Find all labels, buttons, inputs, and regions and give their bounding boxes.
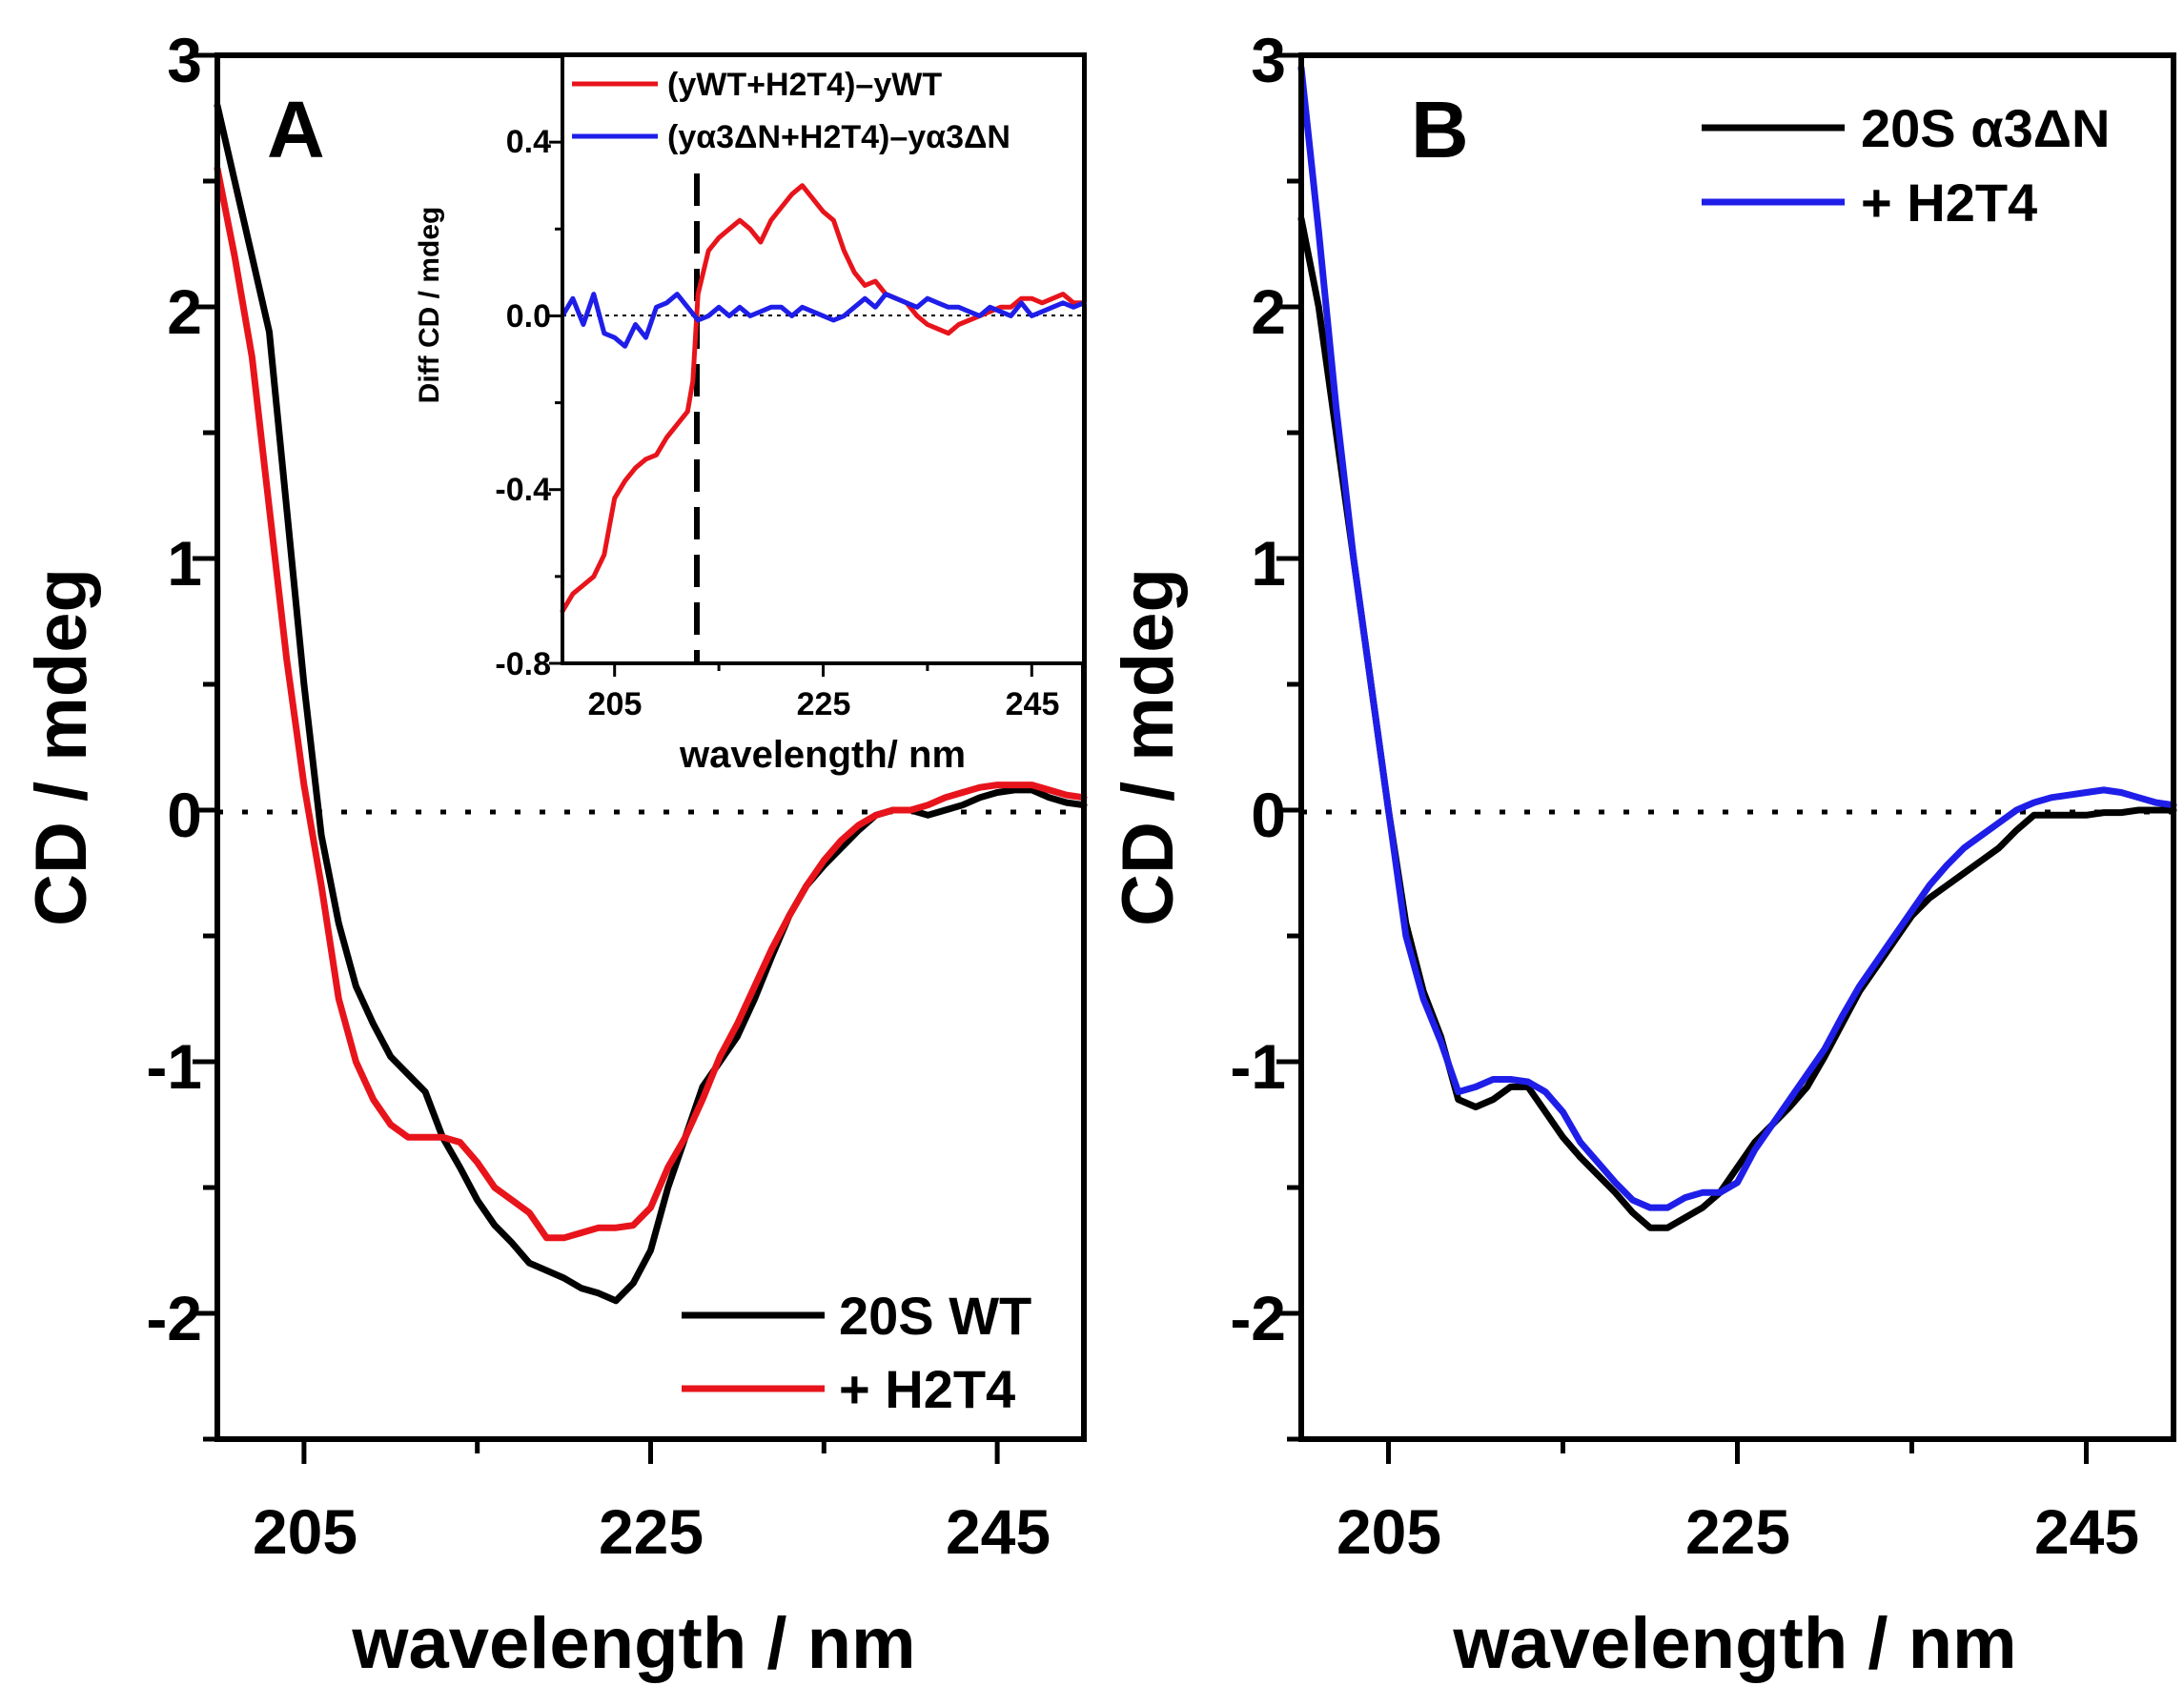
inset-legend-label-ya3dn: (yα3ΔN+H2T4)–yα3ΔN (667, 119, 1010, 155)
panel-a-xtick-245: 245 (946, 1496, 1051, 1567)
panel-a-ytick-2: 2 (167, 276, 202, 347)
panel-a-ytick-neg2: -2 (146, 1283, 202, 1353)
panel-b-legend-label-h2t4: + H2T4 (1861, 173, 2037, 233)
inset-ytick-0: 0.0 (506, 298, 551, 335)
panel-b-ytick-neg1: -1 (1230, 1031, 1286, 1102)
panel-b-ylabel: CD / mdeg (1108, 568, 1189, 926)
panel-b-ytick-1: 1 (1251, 528, 1286, 599)
inset-legend: (yWT+H2T4)–yWT (yα3ΔN+H2T4)–yα3ΔN (572, 67, 1010, 155)
panel-a-ticks (193, 52, 1000, 1464)
panel-b-frame (1298, 52, 2176, 1442)
inset-xtick-245: 245 (1006, 686, 1060, 722)
panel-b-ytick-0: 0 (1251, 780, 1286, 850)
panel-a-legend-label-h2t4: + H2T4 (839, 1359, 1015, 1419)
inset-ytick-neg04: -0.4 (495, 472, 551, 508)
panel-b-letter: B (1411, 85, 1469, 174)
inset-xlabel: wavelength/ nm (679, 734, 966, 776)
inset-xtick-205: 205 (588, 686, 643, 722)
panel-a-series-line-0 (214, 102, 1088, 1305)
panel-b-ytick-neg2: -2 (1230, 1283, 1286, 1353)
inset-ylabel: Diff CD / mdeg (414, 207, 445, 404)
panel-b-series-line-1 (1297, 64, 2177, 1211)
panel-a-ytick-1: 1 (167, 528, 202, 599)
panel-b-xtick-245: 245 (2034, 1496, 2139, 1567)
panel-b-ytick-3: 3 (1251, 25, 1286, 95)
panel-a-legend-label-wt: 20S WT (839, 1286, 1031, 1346)
panel-b-series-group (1297, 64, 2177, 1231)
panel-a: A 205 225 245 -2 -1 0 1 2 3 wavelength /… (21, 25, 1088, 1684)
panel-a-inset: 205 225 245 -0.8 -0.4 0.0 0.4 wavelength… (414, 53, 1087, 776)
panel-a-letter: A (267, 85, 325, 174)
panel-b-xlabel: wavelength / nm (1452, 1603, 2016, 1684)
panel-a-xlabel: wavelength / nm (351, 1603, 915, 1684)
panel-a-xtick-205: 205 (253, 1496, 357, 1567)
inset-ticks (549, 140, 1033, 677)
panel-b-xtick-205: 205 (1337, 1496, 1441, 1567)
inset-xtick-225: 225 (797, 686, 851, 722)
panel-a-series-group (214, 102, 1088, 1305)
panel-b-ticks (1276, 52, 2089, 1464)
panel-b-legend-label-a3dn: 20S α3ΔN (1861, 98, 2110, 158)
inset-background (562, 55, 1084, 663)
inset-ytick-04: 0.4 (506, 124, 551, 160)
panel-a-ylabel: CD / mdeg (21, 568, 102, 926)
panel-a-ytick-neg1: -1 (146, 1031, 202, 1102)
panel-b-ytick-2: 2 (1251, 276, 1286, 347)
panel-a-ytick-3: 3 (167, 25, 202, 95)
inset-legend-label-ywt: (yWT+H2T4)–yWT (667, 67, 942, 103)
panel-a-xtick-225: 225 (599, 1496, 704, 1567)
panel-b-xtick-225: 225 (1685, 1496, 1790, 1567)
panel-b-legend: 20S α3ΔN + H2T4 (1702, 98, 2110, 233)
inset-series-group (560, 183, 1087, 614)
panel-a-legend: 20S WT + H2T4 (682, 1286, 1031, 1419)
inset-series-line-1 (560, 292, 1087, 349)
panel-a-series-line-1 (214, 165, 1088, 1242)
panel-a-ytick-0: 0 (167, 780, 202, 850)
panel-b-series-line-0 (1297, 215, 2177, 1231)
panel-b: B 205 225 245 -2 -1 0 1 2 3 wavelength /… (1108, 25, 2177, 1684)
inset-ytick-neg08: -0.8 (495, 646, 551, 682)
